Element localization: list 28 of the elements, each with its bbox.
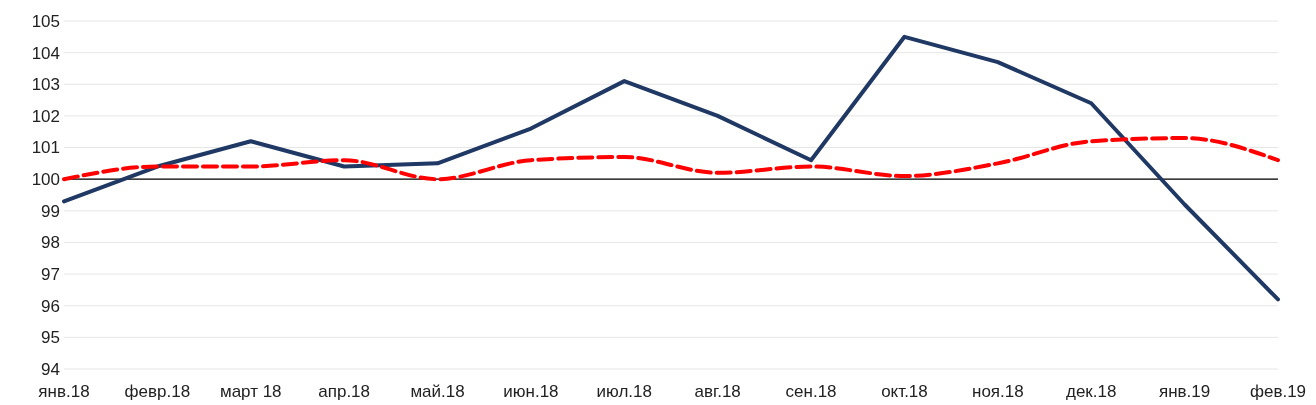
y-tick-label: 101 [31, 138, 60, 158]
x-tick-label: янв.18 [38, 382, 90, 401]
y-tick-label: 100 [31, 170, 60, 190]
y-tick-label: 96 [41, 296, 60, 316]
x-tick-label: ноя.18 [972, 382, 1024, 401]
x-tick-label: июл.18 [596, 382, 653, 401]
x-tick-label: май.18 [410, 382, 465, 401]
y-tick-label: 104 [31, 43, 60, 63]
y-tick-label: 99 [41, 201, 60, 221]
x-tick-label: авг.18 [694, 382, 741, 401]
y-tick-label: 94 [41, 359, 60, 379]
y-tick-label: 103 [31, 75, 60, 95]
y-tick-label: 95 [41, 328, 60, 348]
x-tick-label: фев.19 [1249, 382, 1307, 401]
x-tick-label: сен.18 [785, 382, 837, 401]
y-tick-label: 105 [31, 11, 60, 31]
y-tick-label: 97 [41, 265, 60, 285]
x-tick-label: дек.18 [1066, 382, 1117, 401]
line-series [62, 34, 1280, 302]
x-tick-label: апр.18 [318, 382, 371, 401]
x-tick-label: март 18 [219, 382, 282, 401]
y-tick-label: 98 [41, 233, 60, 253]
x-tick-label: июн.18 [503, 382, 559, 401]
x-tick-label: февр.18 [124, 382, 191, 401]
x-tick-label: окт.18 [881, 382, 928, 401]
y-tick-label: 102 [31, 106, 60, 126]
line-series [62, 136, 1280, 182]
x-tick-label: янв.19 [1158, 382, 1211, 401]
